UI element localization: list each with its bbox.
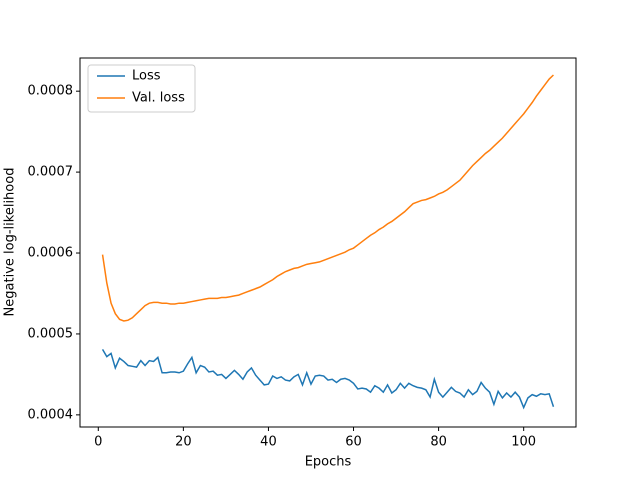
x-tick-label: 40 xyxy=(260,435,277,450)
x-tick-label: 80 xyxy=(430,435,447,450)
y-tick-label: 0.0006 xyxy=(28,246,74,261)
line-series xyxy=(101,74,554,322)
y-tick-label: 0.0008 xyxy=(28,84,74,99)
x-tick-label: 100 xyxy=(511,435,536,450)
legend-label: Loss xyxy=(132,69,161,84)
y-axis-label: Negative log-likelihood xyxy=(3,168,18,317)
x-tick-label: 60 xyxy=(345,435,362,450)
y-tick-label: 0.0005 xyxy=(28,326,74,341)
x-tick-label: 0 xyxy=(94,435,102,450)
line-series xyxy=(101,348,555,410)
y-tick-label: 0.0007 xyxy=(28,165,74,180)
legend-label: Val. loss xyxy=(132,91,185,106)
y-tick-label: 0.0004 xyxy=(28,407,74,422)
x-tick-label: 20 xyxy=(175,435,192,450)
plot-frame xyxy=(79,57,577,428)
x-axis-label: Epochs xyxy=(305,455,352,470)
